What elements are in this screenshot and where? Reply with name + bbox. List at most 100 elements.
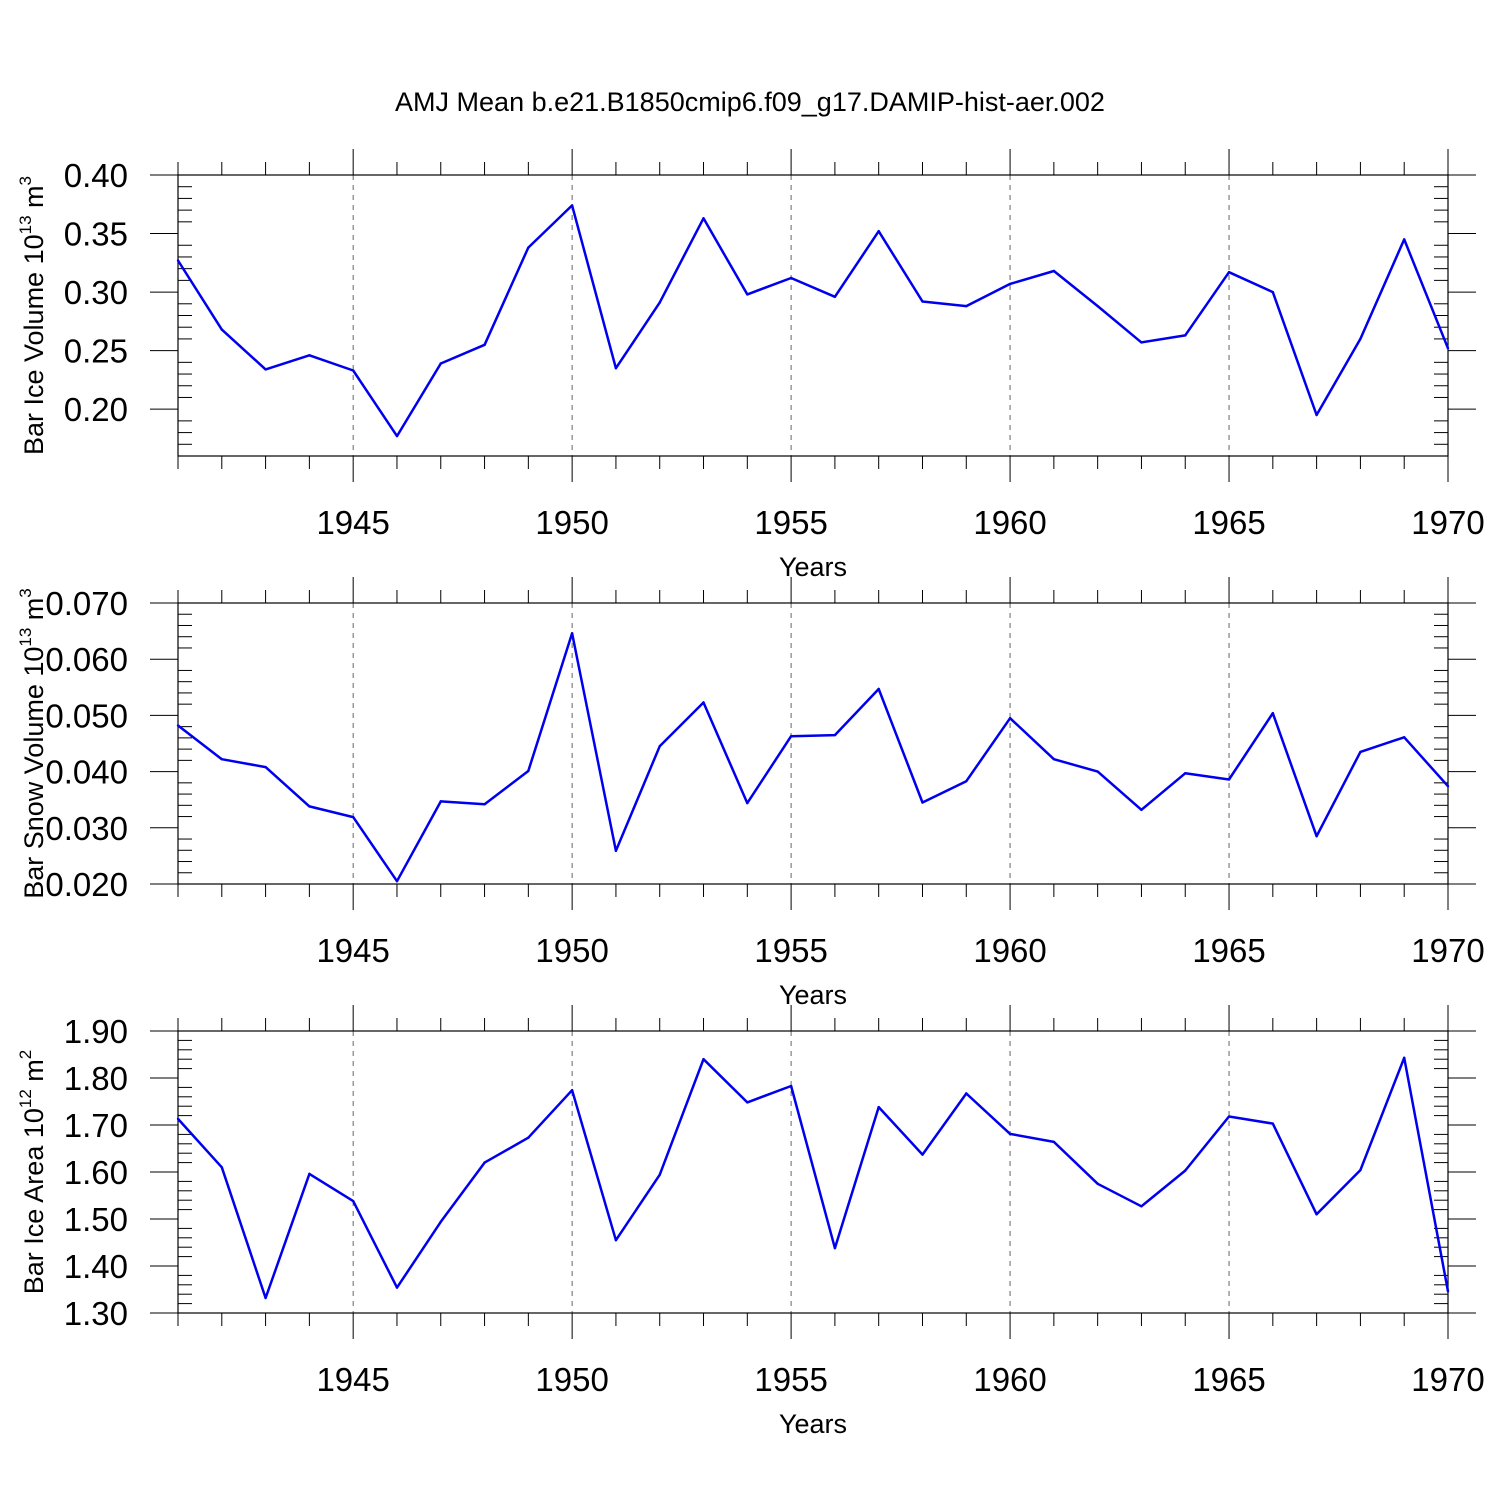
y-tick-label: 1.40 (64, 1248, 128, 1285)
data-point (658, 1173, 661, 1177)
data-point (833, 733, 837, 737)
data-point (877, 230, 880, 233)
data-point (220, 758, 223, 761)
plot-frame (177, 1030, 1449, 1314)
data-point (1446, 1290, 1450, 1293)
x-axis-label: Years (779, 980, 847, 1010)
data-point (1052, 1140, 1056, 1144)
x-tick-label: 1970 (1411, 1361, 1484, 1398)
y-tick-label: 0.040 (45, 754, 128, 791)
y-axis-label-prefix: Bar Ice Volume 10 (19, 234, 49, 455)
data-point (439, 362, 442, 365)
data-point (220, 328, 223, 331)
data-point (746, 293, 749, 296)
data-point (1359, 1168, 1362, 1172)
data-point (483, 343, 486, 346)
y-tick-label: 0.070 (45, 585, 128, 622)
data-point (1008, 1132, 1012, 1136)
data-point (833, 1246, 837, 1250)
data-point (702, 217, 705, 220)
data-point (1008, 717, 1012, 720)
panel-2: 0.020 0.030 0.040 0.050 0.060 0.070 1945 1950 19… (16, 577, 1485, 1010)
data-point (1184, 1169, 1187, 1172)
y-tick-label: 0.030 (45, 810, 128, 847)
data-point (789, 1084, 793, 1088)
y-tick-label: 1.90 (64, 1013, 128, 1050)
x-tick-label: 1960 (973, 1361, 1046, 1398)
y-axis-label-prefix: Bar Ice Area 10 (19, 1108, 49, 1294)
data-point (439, 800, 442, 803)
y-tick-label: 1.80 (64, 1060, 128, 1097)
y-axis-label-exponent: 13 (16, 215, 35, 234)
x-tick-label: 1965 (1192, 1361, 1265, 1398)
data-point (483, 1161, 486, 1164)
data-point (351, 815, 355, 819)
y-axis-label-unit-exponent: 2 (16, 1050, 35, 1059)
panel-3: 1.30 1.40 1.50 1.60 1.70 1.80 1.90 1945 1950 1955… (16, 1005, 1485, 1439)
data-point (1096, 1182, 1099, 1185)
data-point (1403, 1056, 1406, 1059)
data-point (176, 259, 180, 262)
y-axis-label-unit: m (19, 185, 49, 215)
data-point (789, 734, 793, 738)
data-point (658, 745, 661, 748)
x-tick-label: 1970 (1411, 932, 1484, 969)
data-point (614, 849, 618, 853)
x-tick-label: 1950 (535, 504, 608, 541)
y-axis-label: Bar Ice Volume 1013 m3 (16, 176, 49, 455)
y-axis-label-exponent: 12 (16, 1089, 35, 1108)
series-line (177, 632, 1449, 883)
data-point (351, 369, 355, 372)
y-tick-label: 0.35 (64, 216, 128, 253)
y-tick-label: 0.40 (64, 157, 128, 194)
data-point (1008, 282, 1012, 286)
x-tick-label: 1955 (754, 1361, 827, 1398)
data-point (877, 687, 880, 691)
data-point (351, 1199, 355, 1203)
data-point (702, 1058, 705, 1061)
data-point (308, 1172, 311, 1176)
y-axis-label-prefix: Bar Snow Volume 10 (19, 647, 49, 899)
data-point (264, 765, 267, 769)
data-point (1359, 337, 1362, 341)
data-point (1446, 785, 1450, 788)
y-tick-label: 1.70 (64, 1107, 128, 1144)
x-tick-label: 1945 (316, 932, 389, 969)
y-tick-label: 1.50 (64, 1201, 128, 1238)
data-point (527, 246, 530, 249)
data-point (658, 301, 661, 304)
data-point (1271, 290, 1275, 294)
x-tick-label: 1960 (973, 504, 1046, 541)
x-tick-label: 1960 (973, 932, 1046, 969)
x-tick-label: 1950 (535, 1361, 608, 1398)
data-point (789, 276, 793, 280)
y-tick-label: 0.050 (45, 697, 128, 734)
y-tick-label: 0.060 (45, 641, 128, 678)
data-point (308, 354, 311, 357)
y-axis-label-unit-exponent: 3 (16, 588, 35, 597)
x-tick-label: 1950 (535, 932, 608, 969)
data-point (395, 879, 399, 883)
data-point (1227, 270, 1231, 274)
data-point (1271, 1122, 1275, 1125)
data-point (1052, 269, 1056, 273)
data-point (614, 1238, 618, 1242)
y-axis-label-unit: m (19, 1059, 49, 1089)
data-point (264, 1296, 267, 1300)
series-line (176, 204, 1450, 438)
data-point (308, 805, 311, 808)
data-point (746, 801, 749, 805)
data-point (483, 802, 486, 806)
data-point (395, 1286, 399, 1289)
y-tick-label: 0.20 (64, 391, 128, 428)
x-tick-label: 1945 (316, 1361, 389, 1398)
y-tick-label: 1.60 (64, 1154, 128, 1191)
data-point (1315, 835, 1318, 838)
data-point (965, 1092, 968, 1095)
data-point (1227, 778, 1231, 781)
data-point (877, 1105, 880, 1109)
data-point (527, 769, 530, 773)
data-point (220, 1166, 223, 1169)
data-point (1271, 711, 1275, 715)
series-line (177, 1056, 1450, 1300)
